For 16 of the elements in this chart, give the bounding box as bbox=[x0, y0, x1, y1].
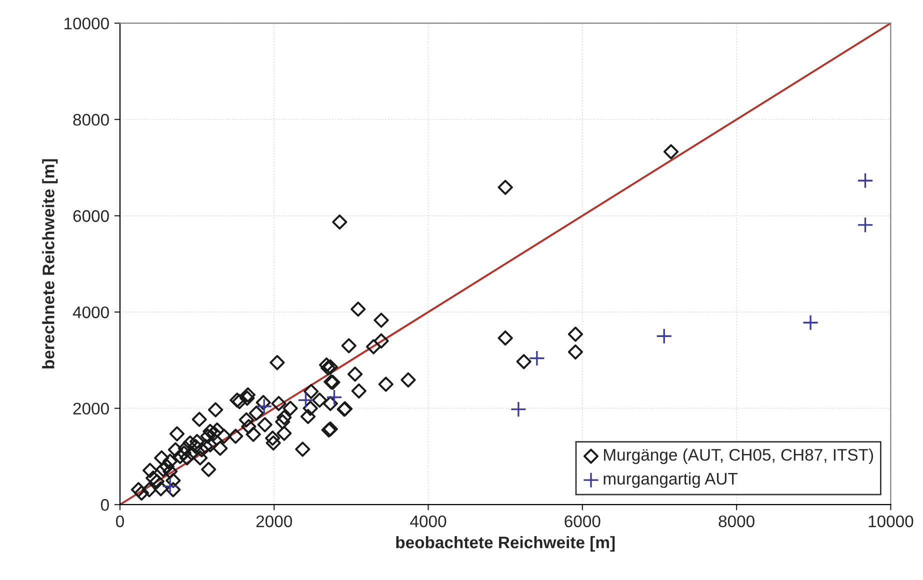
legend-label: Murgänge (AUT, CH05, CH87, ITST) bbox=[604, 448, 874, 464]
legend-label: murgangartig AUT bbox=[604, 472, 738, 488]
y-tick-label: 6000 bbox=[73, 210, 109, 222]
x-tick-label: 0 bbox=[116, 515, 124, 528]
x-tick-label: 6000 bbox=[564, 515, 600, 528]
y-tick-label: 0 bbox=[100, 499, 109, 511]
x-tick-label: 4000 bbox=[410, 515, 446, 528]
y-tick-label: 8000 bbox=[73, 114, 109, 126]
x-tick-label: 2000 bbox=[256, 515, 292, 528]
y-tick-label: 4000 bbox=[72, 306, 109, 318]
x-axis-title: beobachtete Reichweite [m] bbox=[396, 536, 615, 552]
y-tick-label: 10000 bbox=[64, 18, 109, 30]
y-tick-label: 2000 bbox=[73, 402, 109, 415]
x-tick-label: 8000 bbox=[718, 515, 754, 528]
x-tick-label: 10000 bbox=[868, 515, 914, 528]
y-axis-title: berechnete Reichweite [m] bbox=[42, 159, 58, 368]
